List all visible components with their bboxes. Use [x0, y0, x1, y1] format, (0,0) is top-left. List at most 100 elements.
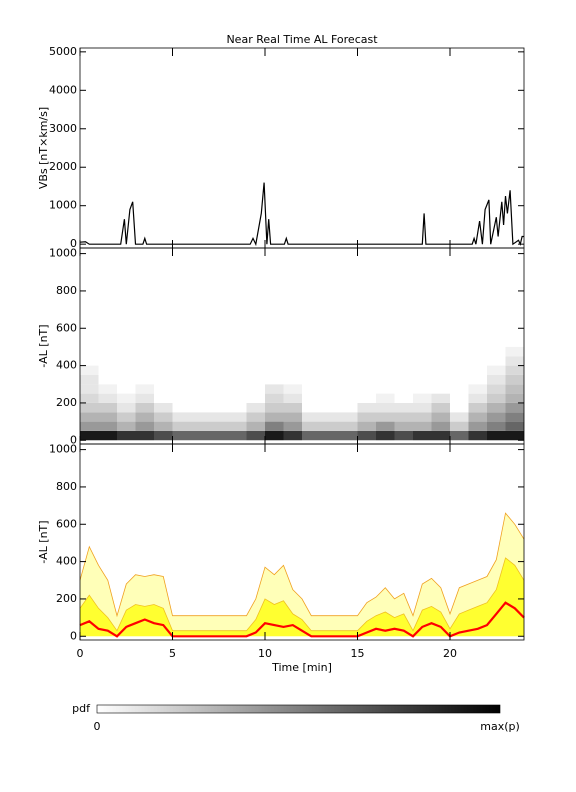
heat-cell: [357, 430, 376, 441]
heat-cell: [98, 365, 117, 375]
heat-cell: [209, 374, 228, 385]
heat-cell: [505, 346, 524, 357]
heat-cell: [228, 402, 247, 413]
heat-cell: [154, 402, 173, 413]
colorbar-title: pdf: [72, 702, 91, 715]
heat-cell: [172, 421, 191, 431]
heat-cell: [450, 412, 469, 422]
heat-cell: [468, 346, 487, 357]
heat-cell: [413, 356, 432, 366]
heat-cell: [228, 356, 247, 366]
heat-cell: [283, 430, 302, 441]
heat-cell: [302, 421, 321, 431]
heat-cell: [339, 374, 358, 385]
x-tick-label: 5: [169, 647, 176, 660]
heat-cell: [413, 393, 432, 403]
x-tick-label: 0: [77, 647, 84, 660]
heat-cell: [376, 430, 395, 441]
heat-cell: [154, 393, 173, 403]
heat-cell: [154, 374, 173, 385]
heat-cell: [191, 393, 210, 403]
heat-cell: [394, 412, 413, 422]
heat-cell: [431, 384, 450, 394]
heat-cell: [209, 412, 228, 422]
heat-cell: [320, 365, 339, 375]
heat-cell: [135, 393, 154, 403]
heat-cell: [468, 356, 487, 366]
heat-cell: [376, 402, 395, 413]
heat-cell: [357, 384, 376, 394]
heat-cell: [357, 346, 376, 357]
y-tick-label: 0: [70, 237, 77, 250]
heat-cell: [339, 402, 358, 413]
y-tick-label: 800: [56, 480, 77, 493]
y-tick-label: 200: [56, 396, 77, 409]
heat-cell: [320, 346, 339, 357]
heat-cell: [450, 384, 469, 394]
heat-cell: [191, 356, 210, 366]
heat-cell: [487, 346, 506, 357]
heat-cell: [357, 393, 376, 403]
heat-cell: [413, 412, 432, 422]
x-tick-label: 10: [258, 647, 272, 660]
heat-cell: [450, 430, 469, 441]
heat-cell: [172, 365, 191, 375]
heat-cell: [265, 393, 284, 403]
heat-cell: [505, 412, 524, 422]
heat-cell: [246, 393, 265, 403]
heat-cell: [339, 356, 358, 366]
heat-cell: [98, 412, 117, 422]
heat-cell: [302, 393, 321, 403]
y-tick-label: 4000: [49, 83, 77, 96]
heat-cell: [431, 412, 450, 422]
heat-cell: [431, 365, 450, 375]
y-tick-label: 0: [70, 433, 77, 446]
y-tick-label: 0: [70, 629, 77, 642]
heat-cell: [505, 374, 524, 385]
heat-cell: [339, 421, 358, 431]
heat-cell: [394, 365, 413, 375]
heat-cell: [228, 393, 247, 403]
heat-cell: [487, 384, 506, 394]
heat-cell: [135, 402, 154, 413]
heat-cell: [172, 374, 191, 385]
heat-cell: [413, 346, 432, 357]
heat-cell: [154, 365, 173, 375]
heat-cell: [431, 430, 450, 441]
heat-cell: [283, 346, 302, 357]
heat-cell: [135, 412, 154, 422]
heat-cell: [431, 393, 450, 403]
heat-cell: [302, 430, 321, 441]
heat-cell: [135, 346, 154, 357]
heat-cell: [135, 374, 154, 385]
heat-cell: [98, 421, 117, 431]
heat-cell: [320, 356, 339, 366]
heat-cell: [117, 412, 136, 422]
heat-cell: [154, 384, 173, 394]
heat-cell: [450, 421, 469, 431]
heat-cell: [376, 374, 395, 385]
heat-cell: [117, 421, 136, 431]
heat-cell: [117, 384, 136, 394]
y-tick-label: 1000: [49, 443, 77, 456]
heat-cell: [209, 356, 228, 366]
heat-cell: [246, 356, 265, 366]
heat-cell: [172, 402, 191, 413]
heat-cell: [191, 384, 210, 394]
heat-cell: [505, 430, 524, 441]
heat-cell: [228, 430, 247, 441]
heat-cell: [117, 402, 136, 413]
heat-cell: [228, 365, 247, 375]
heat-cell: [80, 365, 99, 375]
heat-cell: [302, 384, 321, 394]
heat-cell: [80, 393, 99, 403]
heat-cell: [468, 430, 487, 441]
heat-cell: [117, 393, 136, 403]
y-tick-label: 600: [56, 321, 77, 334]
heat-cell: [98, 374, 117, 385]
heat-cell: [394, 384, 413, 394]
heat-cell: [283, 374, 302, 385]
heat-cell: [98, 402, 117, 413]
heat-cell: [468, 365, 487, 375]
heat-cell: [283, 412, 302, 422]
